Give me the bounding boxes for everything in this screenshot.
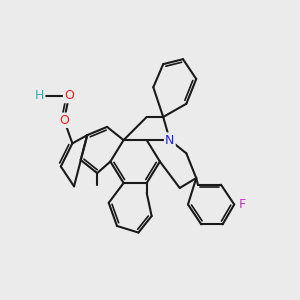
Text: F: F	[239, 198, 246, 211]
Text: N: N	[165, 134, 175, 147]
Text: O: O	[64, 89, 74, 102]
Text: O: O	[59, 114, 69, 127]
Text: H: H	[35, 89, 44, 102]
